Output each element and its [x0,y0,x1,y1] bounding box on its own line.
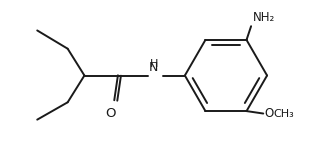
Text: CH₃: CH₃ [273,109,294,119]
Text: O: O [264,107,273,120]
Text: H: H [149,59,158,69]
Text: NH₂: NH₂ [252,11,275,24]
Text: O: O [105,107,115,120]
Text: N: N [149,61,158,74]
